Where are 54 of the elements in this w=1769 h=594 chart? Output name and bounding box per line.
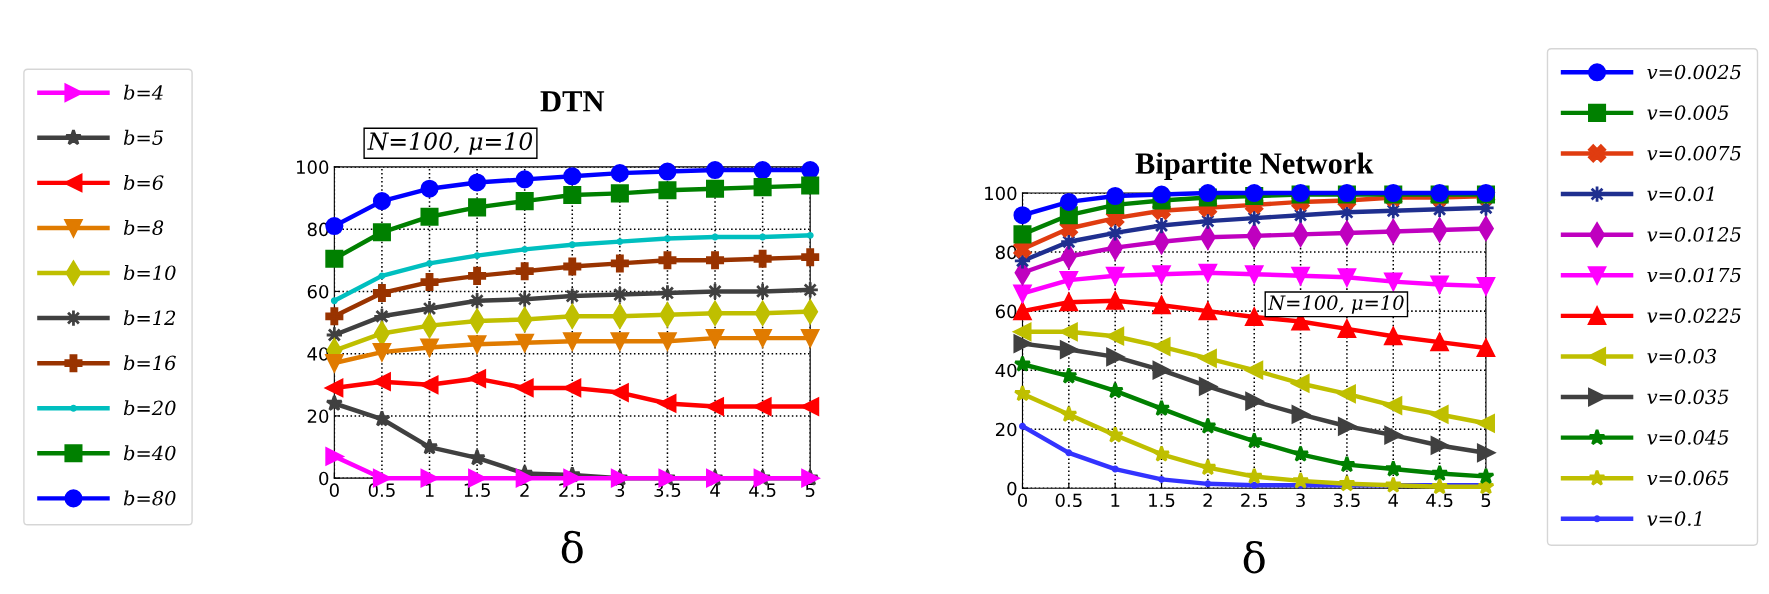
legend-label: b=4: [123, 84, 163, 100]
legend-label: b=10: [123, 265, 176, 281]
x-tick-label: 2.5: [559, 483, 586, 498]
y-tick-label: 60: [307, 284, 329, 299]
x-tick-label: 3.5: [1333, 493, 1360, 508]
x-tick-label: 0.5: [1055, 493, 1082, 508]
legend-label: v=0.035: [1647, 389, 1729, 405]
legend-label: v=0.0175: [1647, 267, 1741, 283]
legend-label: v=0.0025: [1647, 64, 1741, 80]
legend-label: b=16: [123, 355, 176, 371]
y-tick-label: 100: [985, 186, 1017, 201]
y-tick-label: 0: [319, 471, 329, 486]
legend-label: b=8: [123, 219, 164, 236]
legend-label: v=0.045: [1647, 430, 1729, 445]
legend-label: v=0.0225: [1647, 308, 1741, 323]
x-tick-label: 3: [615, 483, 625, 498]
x-tick-label: 2: [1203, 493, 1212, 507]
x-axis-title: δ: [561, 530, 583, 564]
y-tick-label: 60: [995, 304, 1017, 319]
legend-label: v=0.065: [1647, 470, 1729, 486]
x-tick-label: 1: [425, 483, 434, 497]
annotation: N=100, μ=10: [1267, 295, 1404, 314]
legend-label: b=20: [123, 400, 176, 416]
x-tick-label: 4: [1388, 493, 1398, 507]
x-tick-label: 1.5: [464, 483, 490, 498]
x-tick-label: 1.5: [1149, 493, 1175, 508]
text: N=100, μ=10: [367, 132, 533, 155]
chart-title: Bipartite Network: [1135, 152, 1374, 181]
y-tick-label: 40: [995, 363, 1017, 378]
legend-label: b=40: [123, 445, 176, 461]
legend-label: v=0.03: [1647, 348, 1717, 364]
legend-label: v=0.0075: [1647, 145, 1741, 161]
x-tick-label: 4.5: [1426, 493, 1453, 508]
x-tick-label: 0: [1017, 493, 1028, 508]
y-tick-label: 80: [995, 245, 1017, 260]
legend-label: v=0.0125: [1647, 227, 1741, 242]
x-tick-label: 4: [710, 483, 720, 497]
legend-label: b=5: [123, 129, 163, 145]
x-tick-label: 1: [1111, 493, 1120, 507]
x-tick-label: 5: [1481, 493, 1491, 508]
legend-label: b=6: [123, 174, 164, 190]
legend-label: b=80: [123, 490, 176, 506]
x-tick-label: 3: [1296, 493, 1305, 508]
y-tick-label: 20: [995, 422, 1017, 437]
x-axis-title: δ: [1243, 540, 1265, 574]
legend-label: v=0.01: [1647, 186, 1714, 202]
x-tick-label: 0: [329, 483, 339, 498]
y-tick-label: 20: [307, 409, 329, 424]
y-tick-label: 100: [297, 160, 329, 175]
legend-label: v=0.1: [1647, 511, 1702, 526]
chart-title: DTN: [540, 91, 605, 112]
legend-label: b=12: [123, 310, 176, 326]
x-tick-label: 2.5: [1241, 493, 1267, 508]
legend-label: v=0.005: [1647, 105, 1729, 120]
